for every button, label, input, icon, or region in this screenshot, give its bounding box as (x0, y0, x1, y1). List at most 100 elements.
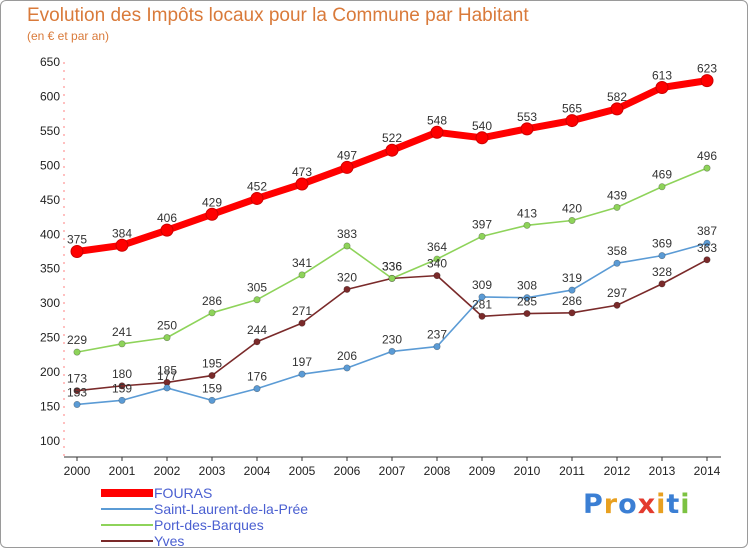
logo-letter: i (680, 489, 691, 520)
x-tick-label: 2002 (154, 464, 181, 478)
data-label: 308 (517, 279, 537, 293)
data-point (700, 74, 714, 88)
data-point (385, 143, 399, 157)
data-label: 387 (697, 224, 717, 238)
data-point (118, 396, 126, 404)
legend-swatch (101, 524, 153, 526)
logo-letter: t (666, 489, 681, 520)
data-label: 340 (427, 257, 447, 271)
data-label: 429 (202, 195, 222, 209)
data-label: 159 (112, 381, 132, 395)
data-label: 153 (67, 385, 87, 399)
data-label: 497 (337, 148, 357, 162)
data-label: 496 (697, 149, 717, 163)
data-point (343, 364, 351, 372)
proxiti-logo: Proxiti (583, 489, 691, 520)
data-point (478, 293, 486, 301)
data-label: 548 (427, 113, 447, 127)
data-point (208, 396, 216, 404)
x-tick-label: 2007 (379, 464, 406, 478)
legend-label: Port-des-Barques (154, 517, 264, 533)
data-label: 286 (562, 294, 582, 308)
series-fouras (70, 74, 714, 258)
data-label: 286 (202, 294, 222, 308)
data-label: 173 (67, 372, 87, 386)
data-label: 341 (292, 256, 312, 270)
data-label: 285 (517, 295, 537, 309)
legend-label: Saint-Laurent-de-la-Prée (154, 501, 309, 517)
data-point (70, 245, 84, 258)
data-point (523, 310, 531, 318)
data-point (610, 102, 624, 116)
data-label: 420 (562, 201, 582, 215)
y-tick-label: 350 (40, 262, 60, 276)
data-label: 241 (112, 325, 132, 339)
data-point (295, 177, 309, 191)
data-label: 553 (517, 110, 537, 124)
data-label: 406 (157, 211, 177, 225)
data-point (298, 319, 306, 327)
x-tick-label: 2009 (469, 464, 496, 478)
x-tick-label: 2011 (559, 464, 585, 478)
y-tick-label: 200 (40, 365, 60, 379)
data-point (568, 286, 576, 294)
data-label: 384 (112, 226, 132, 240)
y-tick-label: 600 (40, 89, 60, 103)
data-point (163, 334, 171, 342)
legend-label: Yves (154, 533, 185, 548)
axes: 100 150 200 250 300 350 400 450 500 550 600 650 2000… (40, 55, 721, 478)
data-point (118, 340, 126, 348)
data-point (475, 131, 489, 145)
logo-letter: o (618, 489, 638, 520)
data-label: 439 (607, 188, 627, 202)
data-label: 369 (652, 237, 672, 251)
data-label: 195 (202, 357, 222, 371)
data-point (658, 183, 666, 191)
x-tick-label: 2006 (334, 464, 361, 478)
data-label: 305 (247, 281, 267, 295)
y-tick-label: 100 (40, 434, 60, 448)
x-tick-label: 2000 (64, 464, 91, 478)
data-point (208, 372, 216, 380)
data-label: 159 (202, 381, 222, 395)
data-label: 309 (472, 278, 492, 292)
data-point (433, 343, 441, 351)
x-tick-label: 2014 (694, 464, 721, 478)
data-label: 177 (157, 369, 177, 383)
data-label: 176 (247, 370, 267, 384)
data-point (253, 385, 261, 393)
data-label: 320 (337, 270, 357, 284)
data-label: 328 (652, 265, 672, 279)
logo-letter: r (603, 489, 619, 520)
data-point (433, 255, 441, 263)
y-tick-label: 300 (40, 296, 60, 310)
data-point (118, 382, 126, 390)
logo-letter: x (637, 489, 657, 520)
data-label: 319 (562, 271, 582, 285)
y-tick-label: 500 (40, 158, 60, 172)
data-point (658, 252, 666, 260)
x-tick-label: 2012 (604, 464, 631, 478)
data-label: 540 (472, 119, 492, 133)
data-label: 180 (112, 367, 132, 381)
data-point (703, 164, 711, 172)
data-label: 237 (427, 328, 447, 342)
data-point (613, 301, 621, 309)
data-point (298, 271, 306, 279)
data-label: 185 (157, 363, 177, 377)
data-point (343, 242, 351, 250)
data-point (388, 274, 396, 282)
x-tick-label: 2013 (649, 464, 676, 478)
data-label: 358 (607, 244, 627, 258)
data-point (658, 280, 666, 288)
data-point (478, 312, 486, 320)
data-labels-layer: 375 384 406 429 452 473 497 522 548 540 553 565 582 6… (67, 62, 717, 400)
data-point (388, 347, 396, 355)
x-tick-label: 2008 (424, 464, 451, 478)
data-label: 271 (292, 304, 312, 318)
logo-letter: i (656, 489, 667, 520)
data-point (655, 80, 669, 94)
data-point (253, 338, 261, 346)
data-label: 364 (427, 240, 447, 254)
